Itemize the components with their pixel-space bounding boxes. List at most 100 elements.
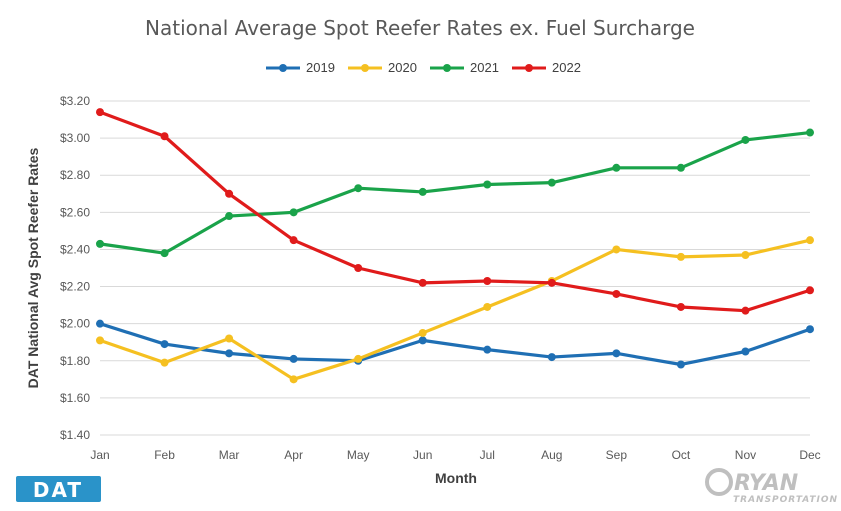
x-tick-label: May (347, 448, 370, 462)
x-tick-label: Sep (606, 448, 628, 462)
data-point (547, 353, 556, 362)
x-axis-ticks: Jan Feb Mar Apr May Jun Jul Aug Sep Oct Nov Dec (90, 448, 820, 462)
series-line (98, 110, 812, 313)
data-point (96, 336, 104, 345)
data-point (547, 178, 556, 187)
dat-logo: DAT (16, 476, 101, 502)
data-point (676, 360, 685, 369)
data-point (96, 108, 104, 117)
x-tick-label: Feb (154, 448, 175, 462)
legend-item: 2022 (512, 60, 581, 75)
ryan-logo-text: RYAN (734, 471, 798, 496)
x-axis-title: Month (435, 470, 477, 486)
x-tick-label: Jan (90, 448, 109, 462)
series-2021 (96, 128, 814, 258)
x-tick-label: Apr (284, 448, 303, 462)
data-point (676, 302, 685, 311)
dat-logo-text: DAT (33, 478, 83, 502)
data-point (483, 180, 492, 189)
data-point (612, 163, 621, 172)
data-point (612, 289, 621, 298)
data-point (806, 325, 814, 334)
data-point (806, 236, 814, 245)
data-point (741, 135, 750, 144)
data-point (418, 336, 427, 345)
chart-title: National Average Spot Reefer Rates ex. F… (145, 16, 695, 40)
legend-label: 2021 (470, 60, 499, 75)
data-point (676, 252, 685, 261)
y-tick-label: $1.60 (60, 391, 90, 405)
data-point (225, 212, 234, 221)
data-point (806, 286, 814, 295)
legend-item: 2020 (348, 60, 417, 75)
data-point (225, 334, 234, 343)
data-point (676, 163, 685, 172)
legend-label: 2019 (306, 60, 335, 75)
data-point (289, 236, 298, 245)
x-tick-label: Oct (672, 448, 691, 462)
data-point (741, 306, 750, 315)
series-lines (96, 108, 814, 384)
data-point (418, 328, 427, 337)
y-axis-title: DAT National Avg Spot Reefer Rates (25, 147, 41, 388)
data-point (160, 340, 169, 349)
x-tick-label: Mar (219, 448, 240, 462)
data-point (547, 278, 556, 287)
y-tick-label: $2.40 (60, 242, 90, 256)
y-tick-label: $3.20 (60, 94, 90, 108)
x-tick-label: Aug (541, 448, 562, 462)
legend-swatch-marker (443, 64, 451, 72)
y-tick-label: $2.20 (60, 280, 90, 294)
data-point (289, 354, 298, 363)
x-tick-label: Jun (413, 448, 432, 462)
x-tick-label: Dec (799, 448, 820, 462)
data-point (289, 375, 298, 384)
y-axis-ticks: $1.40 $1.60 $1.80 $2.00 $2.20 $2.40 $2.60 $2.80… (60, 94, 90, 442)
y-tick-label: $2.00 (60, 317, 90, 331)
y-tick-label: $3.00 (60, 131, 90, 145)
legend-item: 2021 (430, 60, 499, 75)
data-point (483, 302, 492, 311)
y-tick-label: $2.80 (60, 168, 90, 182)
data-point (741, 251, 750, 260)
legend-label: 2020 (388, 60, 417, 75)
series-2019 (96, 319, 814, 369)
data-point (160, 132, 169, 141)
x-tick-label: Jul (480, 448, 495, 462)
data-point (96, 319, 104, 328)
data-point (225, 349, 234, 358)
data-point (354, 264, 363, 272)
ryan-transportation-logo: RYAN TRANSPORTATION (705, 468, 838, 505)
data-point (418, 187, 427, 196)
series-2022 (96, 108, 814, 315)
x-tick-label: Nov (735, 448, 756, 462)
data-point (612, 349, 621, 358)
data-point (612, 245, 621, 254)
data-point (160, 249, 169, 258)
y-tick-label: $2.60 (60, 205, 90, 219)
data-point (483, 276, 492, 285)
data-point (354, 354, 363, 363)
legend-item: 2019 (266, 60, 335, 75)
data-point (289, 208, 298, 217)
data-point (160, 358, 169, 367)
series-line (98, 130, 812, 255)
data-point (354, 184, 363, 193)
data-point (418, 278, 427, 287)
legend-swatch-marker (279, 64, 287, 72)
data-point (806, 128, 814, 137)
series-line (98, 322, 812, 367)
data-point (225, 189, 234, 198)
legend-label: 2022 (552, 60, 581, 75)
data-point (483, 345, 492, 354)
y-tick-label: $1.40 (60, 428, 90, 442)
data-point (96, 239, 104, 248)
y-tick-label: $1.80 (60, 354, 90, 368)
data-point (741, 347, 750, 356)
legend-swatch-marker (525, 64, 533, 72)
chart-legend: 2019 2020 2021 2022 (266, 60, 581, 75)
series-2020 (96, 236, 814, 384)
ryan-logo-subtext: TRANSPORTATION (733, 495, 838, 505)
series-line (98, 238, 812, 381)
